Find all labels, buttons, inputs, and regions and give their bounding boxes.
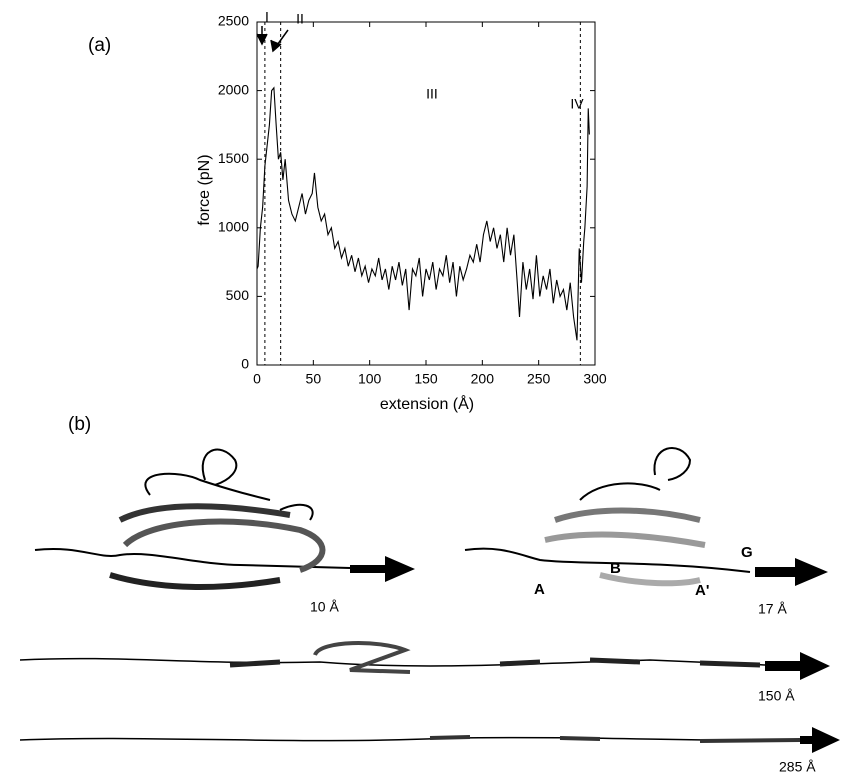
arrows <box>256 26 289 53</box>
region-label: III <box>426 86 438 102</box>
y-tick-label: 2000 <box>218 81 249 97</box>
force-trace <box>256 86 590 341</box>
x-tick-label: 200 <box>471 371 495 387</box>
y-tick-label: 2500 <box>218 13 249 29</box>
x-axis-label: extension (Å) <box>380 394 474 413</box>
y-tick-label: 0 <box>241 356 249 372</box>
y-tick-label: 500 <box>226 287 250 303</box>
y-axis-label: force (pN) <box>196 154 213 225</box>
x-tick-label: 50 <box>306 371 322 387</box>
x-tick-label: 100 <box>358 371 382 387</box>
y-tick-label: 1500 <box>218 150 249 166</box>
structure-label: G <box>741 544 753 561</box>
structure-label: A' <box>695 582 709 599</box>
panel-label: (a) <box>88 35 111 56</box>
y-tick-label: 1000 <box>218 219 249 235</box>
panel-label: (b) <box>68 414 91 435</box>
structure-label: 10 Å <box>310 599 339 615</box>
x-tick-label: 150 <box>414 371 438 387</box>
x-tick-label: 300 <box>583 371 607 387</box>
x-tick-label: 250 <box>527 371 551 387</box>
x-tick-label: 0 <box>253 371 261 387</box>
structure-label: 17 Å <box>758 601 787 617</box>
plot-frame <box>256 21 596 366</box>
structure-label: A <box>534 581 545 598</box>
region-label: II <box>296 11 304 27</box>
structures <box>19 447 801 743</box>
region-label: IV <box>570 96 584 112</box>
structure-label: 285 Å <box>779 759 816 775</box>
pull-arrows <box>350 556 840 753</box>
structure-label: B <box>610 560 621 577</box>
region-label: I <box>265 9 269 25</box>
structure-label: 150 Å <box>758 688 795 704</box>
